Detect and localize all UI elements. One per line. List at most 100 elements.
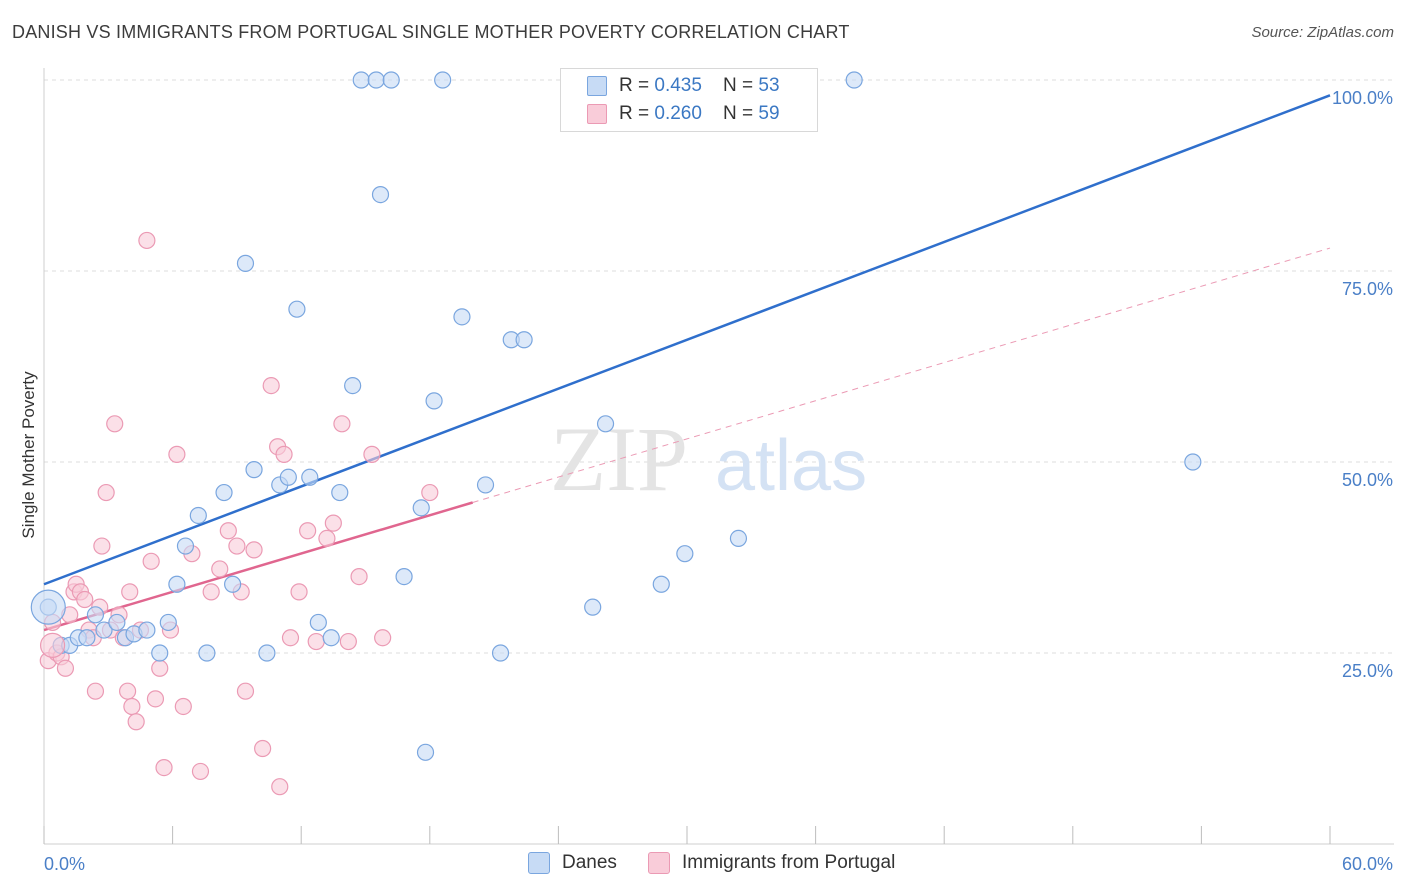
danes-point [322,629,340,647]
danes-point [476,476,495,494]
portugal-point [146,690,165,708]
portugal-point [151,659,169,677]
danes-point [189,506,207,525]
legend-item-danes[interactable]: Danes [528,852,617,874]
danes-point [236,254,255,272]
axis-layer [43,68,1394,845]
x-tick-label: 60.0% [1342,854,1393,874]
portugal-point [281,629,300,647]
portugal-point [275,445,293,463]
portugal-point [350,567,368,586]
danes-point [367,71,385,89]
legend-r-label: R = [619,103,655,124]
danes-point [425,392,443,410]
danes-point [215,483,233,502]
portugal-point [211,560,229,578]
portugal-point [339,632,357,651]
source-credit: Source: ZipAtlas.com [1251,24,1394,41]
danes-point [86,606,105,624]
portugal-point [106,415,124,433]
legend-n-label: N = [723,75,759,96]
legend-item-portugal[interactable]: Immigrants from Portugal [648,852,895,874]
portugal-point [191,762,210,781]
portugal-point [333,415,351,433]
portugal-trendline [43,501,474,632]
y-tick-label: 100.0% [1332,88,1393,108]
danes-point [258,644,276,662]
legend-label-danes: Danes [562,852,617,873]
danes-point [138,621,156,639]
portugal-point [138,231,156,250]
portugal-point [254,739,272,758]
danes-point [652,575,670,593]
correlation-legend: R = 0.435 N = 53 R = 0.260 N = 59 [560,68,818,132]
danes-point [416,743,435,761]
portugal-point [374,629,392,647]
danes-point [95,621,113,639]
danes-point [371,186,390,204]
watermark-zip: ZIP [550,408,688,510]
danes-point [159,613,177,632]
danes-point [596,415,615,433]
y-axis-label: Single Mother Poverty [19,371,38,539]
legend-n-label: N = [723,103,759,124]
portugal-point [202,583,220,601]
portugal-point [76,590,94,609]
danes-point [344,377,362,395]
danes-point [491,644,510,662]
portugal-legend-swatch [648,852,670,874]
danes-legend-swatch [528,852,550,874]
portugal-point [56,659,75,677]
portugal-point [307,632,325,651]
danes-point [151,644,169,662]
danes-point [515,331,533,349]
danes-swatch [587,76,607,96]
y-tick-label: 25.0% [1342,661,1393,681]
danes-point [176,537,195,555]
legend-r-value-portugal: 0.260 [654,103,702,124]
portugal-point [118,682,137,700]
portugal-point [324,514,342,532]
portugal-point [262,377,280,395]
danes-point [352,71,370,89]
portugal-point [121,583,139,601]
danes-point [434,71,452,89]
danes-point [331,483,349,502]
portugal-point [421,483,439,502]
portugal-point [290,583,308,601]
danes-point [1184,453,1202,471]
portugal-swatch [587,104,607,124]
portugal-point [219,522,237,540]
x-tick-label: 0.0% [44,854,85,874]
watermark-atlas: atlas [715,426,867,506]
legend-n-value-danes: 53 [758,75,780,96]
portugal-point [168,445,186,463]
chart-title: DANISH VS IMMIGRANTS FROM PORTUGAL SINGL… [12,22,850,42]
danes-point [729,529,748,548]
portugal-point [97,483,115,502]
danes-trendline [43,94,1331,586]
danes-cluster-point [30,589,66,625]
danes-point [168,575,186,593]
danes-point [78,629,96,647]
portugal-point [123,697,141,716]
portugal-point [93,537,111,555]
portugal-point [127,713,145,731]
portugal-point [155,758,173,777]
x-tick-labels: 0.0% 60.0% [44,854,1393,874]
danes-point [382,71,400,89]
portugal-point [318,529,336,548]
danes-point [395,567,413,586]
portugal-point [363,445,381,463]
series-legend: Danes Immigrants from Portugal [0,850,1406,880]
grid-layer [44,79,1394,654]
y-tick-label: 50.0% [1342,470,1393,490]
danes-point [845,71,863,89]
portugal-point [142,552,160,570]
danes-point [412,499,430,517]
y-tick-labels: 25.0% 50.0% 75.0% 100.0% [1332,88,1393,681]
portugal-trendline-extended [472,247,1331,503]
portugal-point [228,537,246,555]
portugal-point [174,697,192,716]
